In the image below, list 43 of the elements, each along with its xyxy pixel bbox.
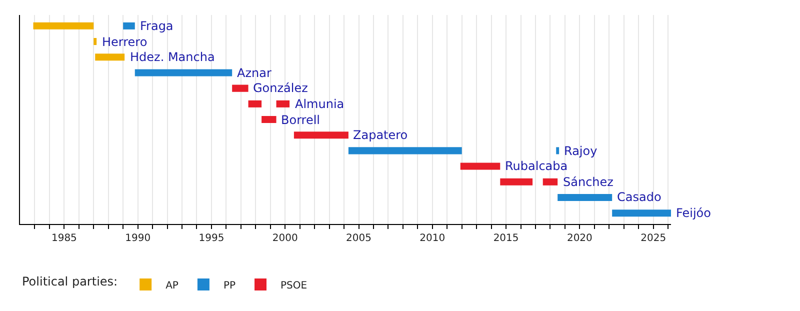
- legend-title: Political parties:: [22, 274, 118, 289]
- bar: [612, 210, 671, 217]
- y-tick-label: Almunia: [295, 97, 344, 111]
- y-tick-label: Sánchez: [563, 175, 614, 189]
- bar: [95, 54, 125, 61]
- bar: [123, 22, 135, 30]
- bar: [134, 69, 232, 76]
- bar: [294, 132, 348, 139]
- bar: [558, 194, 612, 201]
- bar: [232, 84, 248, 92]
- y-tick-label: Zapatero: [353, 128, 408, 142]
- x-tick-label: 2005: [346, 233, 372, 244]
- bar: [33, 22, 94, 30]
- x-tick-label: 2020: [566, 233, 592, 244]
- y-tick-label: Herrero: [102, 35, 148, 49]
- y-tick-label: Borrell: [281, 113, 320, 127]
- bar: [94, 38, 97, 46]
- x-tick-label: 1985: [51, 233, 77, 244]
- bar: [500, 178, 533, 186]
- x-tick-label: 1990: [125, 233, 151, 244]
- bar: [542, 178, 558, 186]
- bar: [348, 147, 462, 154]
- y-tick-label: Fraga: [140, 19, 174, 33]
- bar: [556, 147, 560, 154]
- x-tick-label: 2025: [640, 233, 666, 244]
- bar: [262, 116, 276, 124]
- x-tick-label: 2010: [420, 233, 446, 244]
- legend-label: AP: [166, 280, 178, 292]
- x-tick-label: 1995: [198, 233, 224, 244]
- bar: [276, 100, 290, 108]
- y-tick-label: González: [253, 81, 308, 95]
- y-tick-label: Hdez. Mancha: [130, 50, 215, 64]
- bar: [460, 162, 500, 170]
- x-tick-label: 2000: [272, 233, 298, 244]
- y-tick-label: Rubalcaba: [505, 159, 568, 173]
- y-tick-label: Casado: [617, 190, 662, 204]
- x-tick-label: 2015: [493, 233, 519, 244]
- y-tick-label: Aznar: [237, 66, 272, 80]
- y-tick-label: Feijóo: [676, 206, 711, 220]
- y-tick-label: Rajoy: [564, 144, 598, 158]
- legend-label: PP: [223, 280, 236, 292]
- legend-label: PSOE: [280, 280, 308, 292]
- bar: [248, 100, 262, 108]
